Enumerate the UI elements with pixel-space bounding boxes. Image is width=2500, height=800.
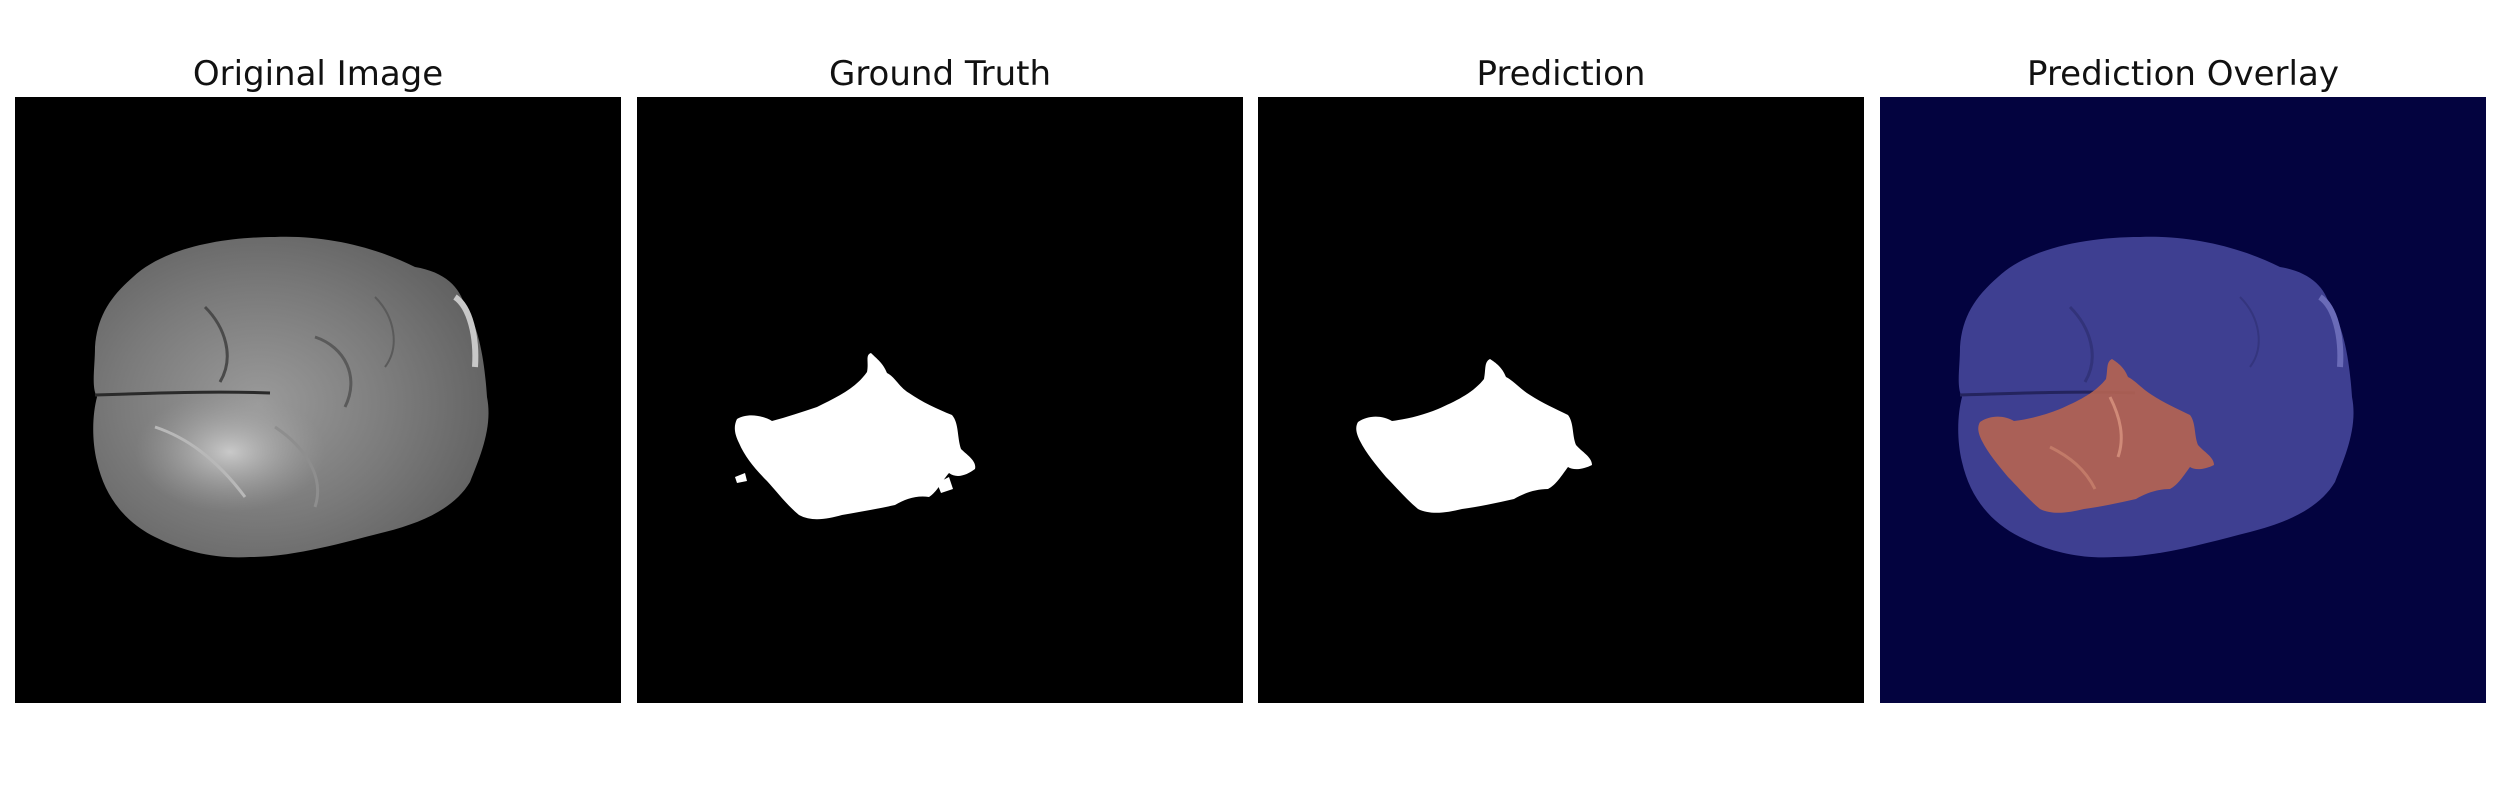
brain-fissure: [94, 390, 271, 397]
prediction-panel: [1258, 97, 1864, 703]
overlay-fold: [2239, 296, 2260, 368]
overlay-tumor-detail: [2108, 396, 2123, 458]
predicted-tumor-shape: [1356, 359, 1592, 513]
prediction-mask: [1356, 359, 1592, 513]
ground-truth-title: Ground Truth: [828, 54, 1052, 94]
overlay-brain-tissue: [1958, 236, 2354, 558]
ground-truth-mask: [734, 353, 976, 520]
original-image-panel: [15, 97, 621, 703]
bright-lesion-area: [135, 392, 325, 512]
prediction-title: Prediction: [1476, 54, 1646, 94]
brain-outline: [93, 236, 489, 558]
brain-fold: [314, 335, 353, 408]
brain-fold: [203, 305, 229, 383]
tumor-mask-shape: [734, 353, 976, 520]
overlay-tumor-detail: [2049, 445, 2097, 490]
prediction-overlay-title: Prediction Overlay: [2027, 54, 2339, 94]
prediction-overlay-image: [1958, 236, 2354, 558]
ground-truth-panel: [637, 97, 1243, 703]
tumor-mask-fragment: [735, 473, 747, 483]
tumor-mask-fragment: [937, 477, 953, 493]
overlay-predicted-tumor: [1978, 359, 2214, 513]
bright-edge: [453, 294, 479, 368]
prediction-overlay-panel: [1880, 97, 2486, 703]
overlay-bright-edge: [2318, 294, 2344, 368]
brain-fold: [154, 425, 247, 498]
brain-fold: [274, 425, 320, 508]
brain-fold: [374, 296, 395, 368]
overlay-fold: [2068, 305, 2094, 383]
brain-mri-scan: [93, 236, 489, 558]
original-image-title: Original Image: [192, 54, 444, 94]
